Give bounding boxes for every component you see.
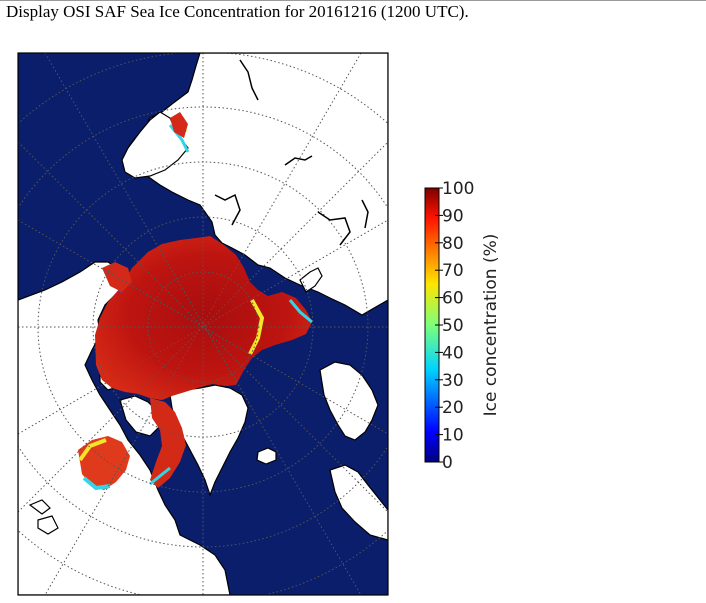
land-scandinavia <box>319 361 379 441</box>
land-masses <box>18 53 388 595</box>
land-europe-south <box>329 464 388 541</box>
land-north-america <box>18 261 231 595</box>
colorbar-tick-label: 90 <box>442 206 464 226</box>
colorbar-tick-label: 100 <box>442 179 474 199</box>
colorbar-tick-label: 0 <box>442 453 453 473</box>
ice-edge-barents-cyan <box>288 299 313 324</box>
map-panel <box>18 53 388 595</box>
colorbar-tick-label: 10 <box>442 426 464 446</box>
colorbar-tick-label: 40 <box>442 343 464 363</box>
colorbar-tick-label: 70 <box>442 261 464 281</box>
ice-edge-baffin-cyan <box>149 466 171 486</box>
colorbar-tick-label: 20 <box>442 398 464 418</box>
colorbar-label: Ice concentration (%) <box>481 234 501 417</box>
colorbar-tick-label: 50 <box>442 316 464 336</box>
top-rule <box>0 0 706 1</box>
map-frame <box>17 52 389 596</box>
colorbar-ticks: 0 10 20 30 40 50 60 70 80 90 100 <box>435 179 474 473</box>
sea-ice-bering <box>102 262 132 292</box>
land-aleutian-2 <box>37 515 59 535</box>
graticule <box>18 53 388 595</box>
sea-ice-baffin <box>150 398 186 488</box>
colorbar-tick-label: 30 <box>442 371 464 391</box>
colorbar-tick-label: 60 <box>442 289 464 309</box>
ice-edge-barents-yellow <box>248 299 265 355</box>
ice-edge-hudson-cyan <box>82 476 111 491</box>
rivers <box>214 59 369 246</box>
colorbar: 0 10 20 30 40 50 60 70 80 90 100 Ice concentration… <box>424 179 501 473</box>
ice-edge-hudson-yellow <box>78 438 107 462</box>
land-aleutian-1 <box>28 499 51 515</box>
page-caption: Display OSI SAF Sea Ice Concentration fo… <box>6 2 469 21</box>
sea-ice-okhotsk <box>170 112 188 138</box>
land-iceland <box>256 447 277 465</box>
colorbar-tick-label: 80 <box>442 234 464 254</box>
sea-ice-hudson <box>78 436 130 490</box>
